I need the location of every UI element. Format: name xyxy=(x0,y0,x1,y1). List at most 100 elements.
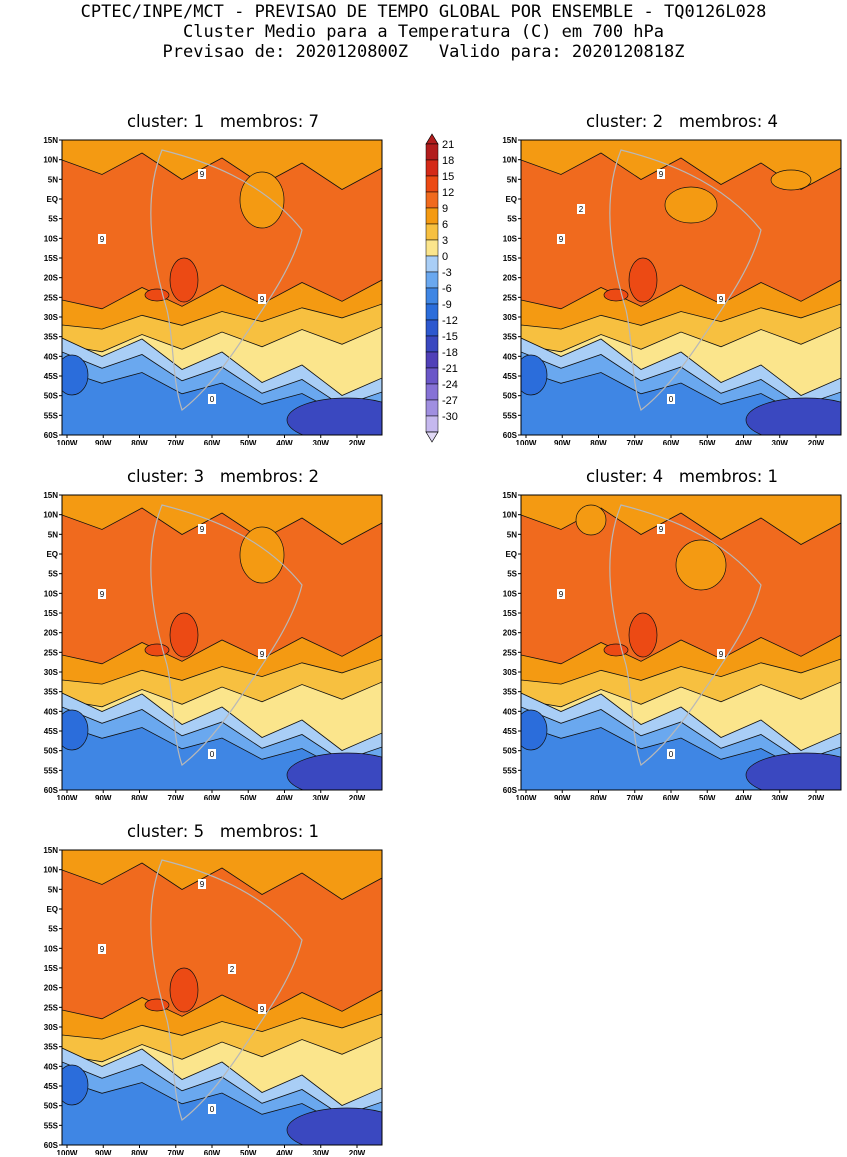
lat-tick-label: 5S xyxy=(507,215,517,224)
lat-tick-label: 20S xyxy=(44,629,59,638)
colorbar-swatch xyxy=(425,383,439,401)
cold-west xyxy=(521,354,548,396)
lon-tick-label: 80W xyxy=(131,794,148,800)
header-line-1: CPTEC/INPE/MCT - PREVISAO DE TEMPO GLOBA… xyxy=(80,2,767,22)
colorbar-swatch xyxy=(425,351,439,369)
contour-label-9a-bg xyxy=(657,169,665,179)
lat-tick-label: 25S xyxy=(44,1003,59,1012)
lon-tick-label: 60W xyxy=(663,794,680,800)
lat-tick-label: 40S xyxy=(503,352,518,361)
cold-west xyxy=(62,1064,89,1106)
contour-label-0-bg xyxy=(208,394,216,404)
contour-label-9b: 9 xyxy=(559,590,564,599)
lon-tick-label: 70W xyxy=(168,794,185,800)
cold-core xyxy=(286,397,382,435)
map-fill: 9 9 9 0 xyxy=(521,495,841,790)
lon-tick-label: 20W xyxy=(808,794,825,800)
lat-tick-label: 50S xyxy=(503,392,518,401)
lat-tick-label: 20S xyxy=(503,629,518,638)
contour-label-9a-bg xyxy=(198,169,206,179)
lat-tick-label: 40S xyxy=(44,707,59,716)
colorbar-swatch xyxy=(425,223,439,241)
lat-tick-label: 10N xyxy=(43,511,58,520)
contour-label-9a: 9 xyxy=(659,525,664,534)
lat-tick-label: 15N xyxy=(502,491,517,500)
hot-spot-2 xyxy=(603,643,629,657)
contour-label-2-bg xyxy=(228,964,236,974)
lat-tick-label: 50S xyxy=(503,747,518,756)
colorbar-swatch xyxy=(425,319,439,337)
continent-outline xyxy=(150,149,303,411)
lat-tick-label: 15S xyxy=(44,609,59,618)
map-frame xyxy=(61,139,383,436)
colorbar-label: 0 xyxy=(442,251,448,263)
lon-tick-label: 20W xyxy=(349,1149,366,1155)
lat-tick-label: 35S xyxy=(44,333,59,342)
lat-tick-label: 10S xyxy=(44,944,59,953)
hot-spot-2 xyxy=(144,288,170,302)
lat-tick-label: 5N xyxy=(48,530,58,539)
contour-label-9b-bg xyxy=(98,234,106,244)
cold-core xyxy=(745,752,841,790)
map-panel-5: 9 9 9 0 2 15N 10N 5N EQ 5S 10S 15S 20S 25S 30S 35S 40S 45… xyxy=(43,846,383,1155)
colorbar-swatch xyxy=(425,367,439,385)
lat-tick-label: 35S xyxy=(44,688,59,697)
lat-tick-label: 60S xyxy=(44,1141,59,1150)
colorbar-swatch xyxy=(425,239,439,257)
lat-tick-label: 60S xyxy=(44,786,59,795)
hot-spot-andes xyxy=(169,967,199,1013)
contour-label-9b: 9 xyxy=(100,235,105,244)
map-panel-2: 9 9 9 0 2 15N 10N 5N EQ 5S 10S 15S 20S 25S 30S 35S 40S 45… xyxy=(502,136,842,445)
colorbar-swatch xyxy=(425,191,439,209)
lon-tick-label: 60W xyxy=(204,794,221,800)
panel-title-4: cluster: 4 membros: 1 xyxy=(585,467,779,486)
lat-tick-label: 25S xyxy=(503,293,518,302)
contour-label-9a-bg xyxy=(657,524,665,534)
map-fill: 9 9 9 0 2 xyxy=(62,850,382,1145)
lon-tick-label: 100W xyxy=(57,794,78,800)
cold-core xyxy=(286,752,382,790)
lat-tick-label: 10N xyxy=(43,156,58,165)
lat-tick-label: EQ xyxy=(46,905,58,914)
lon-tick-label: 60W xyxy=(204,1149,221,1155)
hot-spot-2 xyxy=(144,998,170,1012)
contour-label-9a: 9 xyxy=(200,525,205,534)
lat-tick-label: 55S xyxy=(44,766,59,775)
tropical-patch xyxy=(664,186,718,224)
lon-tick-label: 80W xyxy=(131,439,148,445)
colorbar-label: 18 xyxy=(442,155,454,167)
lat-tick-label: 5S xyxy=(48,570,58,579)
lon-tick-label: 50W xyxy=(240,1149,257,1155)
lat-tick-label: 5N xyxy=(507,530,517,539)
lat-tick-label: 15N xyxy=(43,136,58,145)
colorbar-label: -12 xyxy=(442,315,458,327)
colorbar-swatch xyxy=(425,303,439,321)
lon-tick-label: 50W xyxy=(699,794,716,800)
panel-title-1: cluster: 1 membros: 7 xyxy=(126,112,320,131)
lon-tick-label: 70W xyxy=(627,439,644,445)
lat-tick-label: 35S xyxy=(503,333,518,342)
contour-label-9a-bg xyxy=(198,879,206,889)
contour-label-0: 0 xyxy=(210,395,215,404)
lon-tick-label: 20W xyxy=(349,439,366,445)
colorbar-label: 15 xyxy=(442,171,454,183)
contour-label-9c-bg xyxy=(717,649,725,659)
contour-label-2: 2 xyxy=(230,965,235,974)
lon-tick-label: 40W xyxy=(735,439,752,445)
cold-core xyxy=(286,1107,382,1145)
lat-tick-label: 15S xyxy=(44,254,59,263)
contour-label-9b-bg xyxy=(98,944,106,954)
lon-tick-label: 90W xyxy=(95,1149,112,1155)
lat-tick-label: 50S xyxy=(44,747,59,756)
hot-spot-2 xyxy=(144,643,170,657)
lat-tick-label: 60S xyxy=(503,431,518,440)
colorbar-swatch xyxy=(425,335,439,353)
lat-tick-label: 20S xyxy=(503,274,518,283)
lon-tick-label: 20W xyxy=(349,794,366,800)
lat-tick-label: 15S xyxy=(503,609,518,618)
lat-tick-label: 20S xyxy=(44,984,59,993)
lat-tick-label: 50S xyxy=(44,392,59,401)
lat-tick-label: 10N xyxy=(43,866,58,875)
tropical-patch xyxy=(239,171,285,229)
contour-label-0: 0 xyxy=(210,750,215,759)
